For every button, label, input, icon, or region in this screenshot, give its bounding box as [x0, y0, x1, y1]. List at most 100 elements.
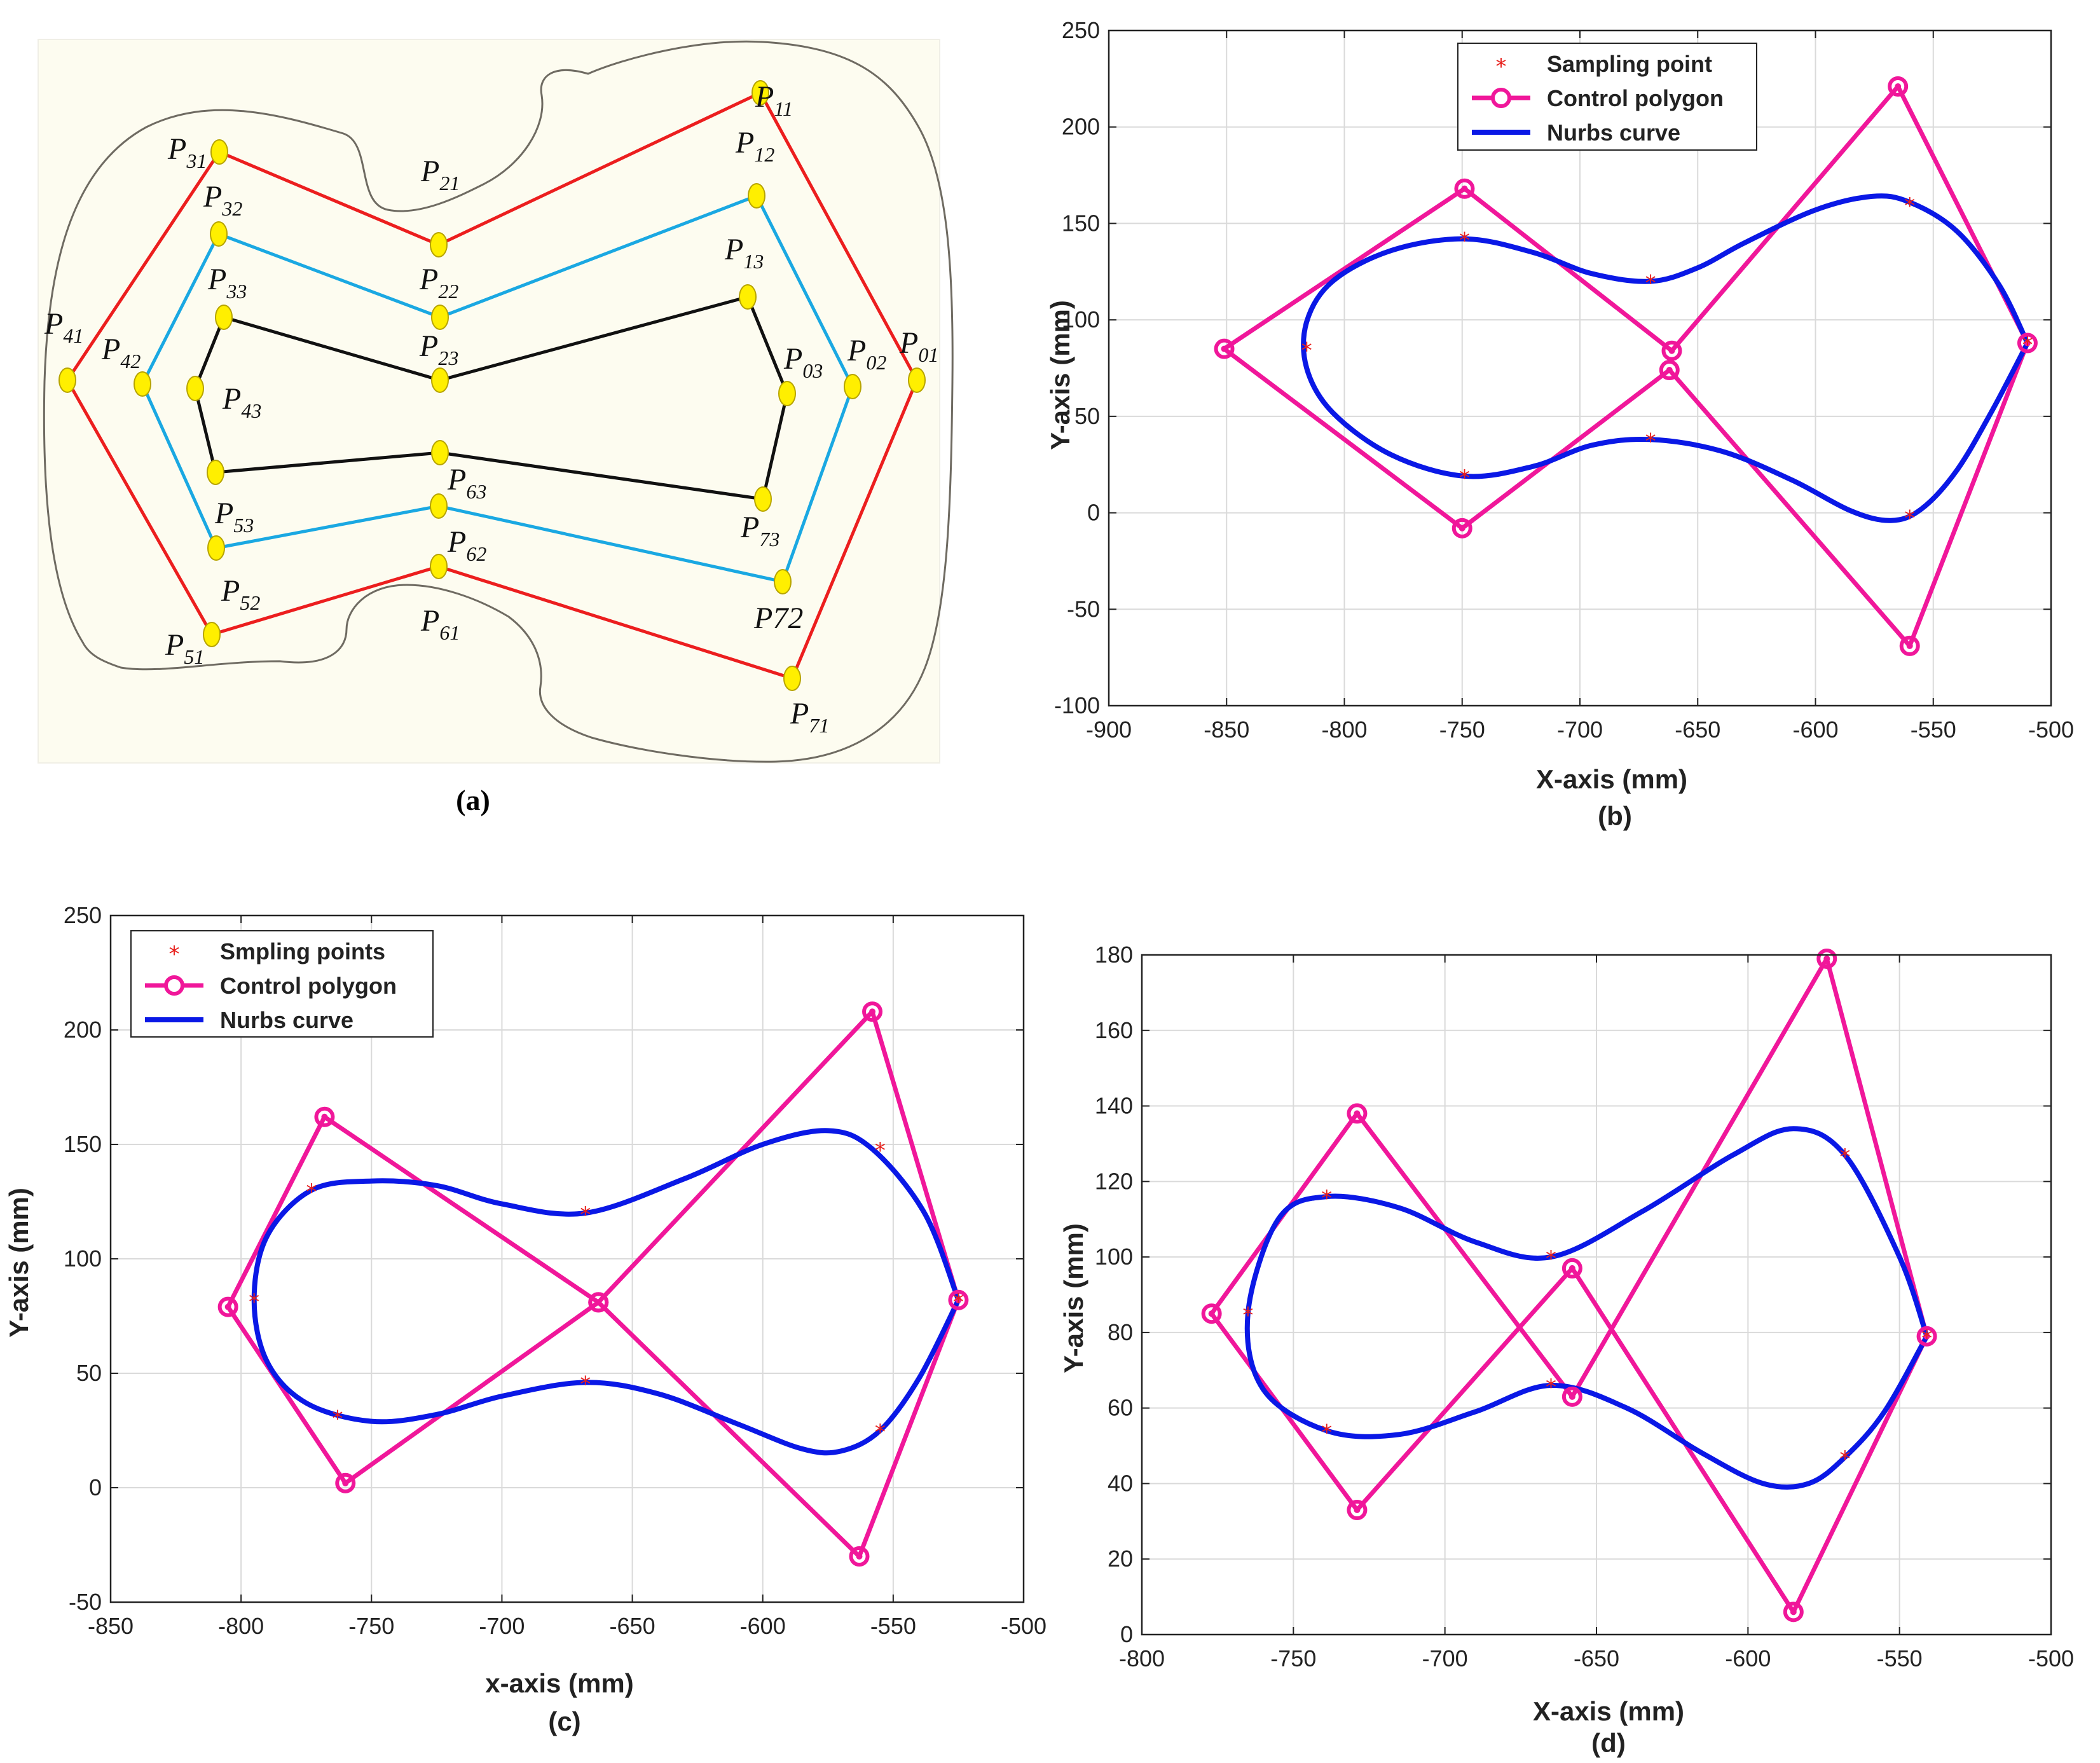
sampling-point-marker: * [1459, 228, 1470, 254]
sampling-point-marker: * [306, 1179, 317, 1205]
x-tick-label: -600 [740, 1613, 786, 1639]
point-label-p11: P11 [755, 80, 793, 120]
sampling-point-marker: * [1321, 1420, 1332, 1445]
x-tick-label: -900 [1086, 717, 1132, 743]
sampling-point-marker: * [249, 1289, 259, 1315]
x-tick-label: -750 [1439, 717, 1485, 743]
sampling-point-marker: * [1904, 506, 1915, 532]
control-point-marker-core [2024, 340, 2031, 346]
control-point-marker-core [955, 1296, 962, 1303]
control-node-p73 [754, 486, 772, 512]
y-axis-label: Y-axis (mm) [1059, 1223, 1088, 1373]
control-point-marker-core [321, 1113, 328, 1120]
control-point-marker-core [1823, 955, 1830, 962]
x-tick-label: -650 [610, 1613, 655, 1639]
sampling-point-marker: * [1904, 193, 1915, 219]
x-tick-label: -550 [1877, 1645, 1923, 1671]
control-point-marker [1454, 178, 1475, 199]
x-axis-label: x-axis (mm) [485, 1668, 633, 1698]
sampling-point-marker: * [875, 1138, 886, 1163]
control-point-marker [335, 1472, 356, 1493]
point-label-p12: P12 [735, 126, 774, 166]
control-node-p33 [215, 305, 233, 330]
control-point-marker-core [856, 1553, 863, 1560]
control-node-p61 [430, 554, 448, 579]
sampling-point-marker: * [1546, 1375, 1556, 1400]
control-point-marker-core [1568, 1265, 1575, 1272]
control-point-marker [1561, 1258, 1582, 1279]
x-tick-label: -700 [479, 1613, 525, 1639]
point-label-p72: P72 [753, 601, 803, 635]
control-point-marker-core [1668, 347, 1675, 354]
control-point-marker [1201, 1303, 1222, 1324]
point-label-p23: P23 [419, 329, 458, 369]
control-point-marker [1451, 518, 1472, 539]
sampling-point-marker: * [1321, 1186, 1332, 1211]
control-point-labels: P11 P01 P71 P61 P51 P41 P31 P21 P12 P02 P72 P62 P52 P… [44, 80, 938, 737]
sampling-point-marker: * [1921, 1326, 1932, 1351]
control-node-p51 [203, 622, 221, 647]
y-tick-label: 150 [64, 1131, 102, 1157]
x-tick-label: -550 [1911, 717, 1956, 743]
plot-frame [1141, 954, 2052, 1636]
plot-frame [1108, 29, 2052, 707]
control-point-marker-core [1354, 1110, 1361, 1117]
point-label-p21: P21 [420, 154, 460, 195]
y-tick-label: 100 [1095, 1244, 1133, 1270]
control-node-p12 [748, 183, 765, 209]
y-tick-label: 250 [64, 902, 102, 928]
chart-caption: (d) [1591, 1728, 1626, 1758]
y-tick-label: 20 [1108, 1546, 1133, 1572]
y-tick-label: 160 [1095, 1017, 1133, 1043]
control-point-marker-core [1458, 525, 1465, 532]
control-node-p01 [908, 367, 926, 393]
control-point-marker [2017, 333, 2038, 353]
y-tick-label: 80 [1108, 1319, 1133, 1345]
point-label-p63: P63 [447, 463, 486, 503]
control-point-marker-core [342, 1479, 349, 1486]
control-node-p22 [431, 305, 449, 330]
control-node-p11 [751, 80, 769, 106]
x-tick-label: -700 [1557, 717, 1603, 743]
sampling-point-marker: * [953, 1289, 964, 1315]
y-tick-label: 120 [1095, 1168, 1133, 1194]
sampling-point-marker: * [1242, 1303, 1253, 1328]
control-point-marker [1347, 1103, 1368, 1124]
y-tick-label: 200 [1062, 114, 1100, 140]
x-tick-label: -500 [2028, 717, 2074, 743]
control-node-p03 [778, 381, 796, 406]
y-tick-label: 0 [1120, 1621, 1133, 1647]
y-tick-label: 150 [1062, 210, 1100, 236]
chart-caption: (b) [1598, 801, 1632, 831]
x-tick-label: -800 [1321, 717, 1367, 743]
point-label-p41: P41 [44, 307, 83, 347]
y-tick-label: 0 [1087, 500, 1100, 526]
control-point-marker [1659, 360, 1680, 381]
sampling-point-marker: * [1839, 1446, 1850, 1472]
control-point-marker-core [1895, 83, 1902, 90]
x-tick-label: -650 [1675, 717, 1720, 743]
y-tick-label: 40 [1108, 1470, 1133, 1496]
y-tick-label: 50 [76, 1360, 102, 1386]
point-label-p53: P53 [214, 497, 254, 537]
x-tick-label: -800 [1119, 1645, 1165, 1671]
control-node-p52 [207, 535, 225, 561]
sampling-point-marker: * [1459, 465, 1470, 491]
point-label-p61: P61 [420, 604, 460, 644]
y-tick-label: 50 [1074, 403, 1100, 429]
point-label-p02: P02 [847, 334, 886, 374]
x-tick-label: -750 [1270, 1645, 1316, 1671]
control-point-marker [948, 1289, 969, 1310]
control-point-nodes [58, 80, 926, 691]
point-label-p71: P71 [790, 697, 829, 737]
control-point-marker [1661, 340, 1682, 361]
control-point-marker-core [869, 1008, 876, 1015]
panel-a-schematic: P11 P01 P71 P61 P51 P41 P31 P21 P12 P02 P72 P62 P52 P… [38, 39, 954, 816]
point-label-p51: P51 [165, 628, 204, 668]
control-node-p72 [774, 569, 792, 594]
control-point-marker-core [1666, 367, 1673, 374]
y-tick-label: -50 [1067, 596, 1100, 622]
sampling-point-marker: * [875, 1420, 886, 1445]
control-point-marker [849, 1546, 870, 1567]
point-label-p43: P43 [222, 382, 261, 422]
